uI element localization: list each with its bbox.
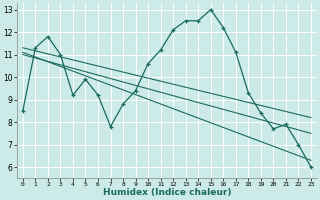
X-axis label: Humidex (Indice chaleur): Humidex (Indice chaleur): [103, 188, 231, 197]
